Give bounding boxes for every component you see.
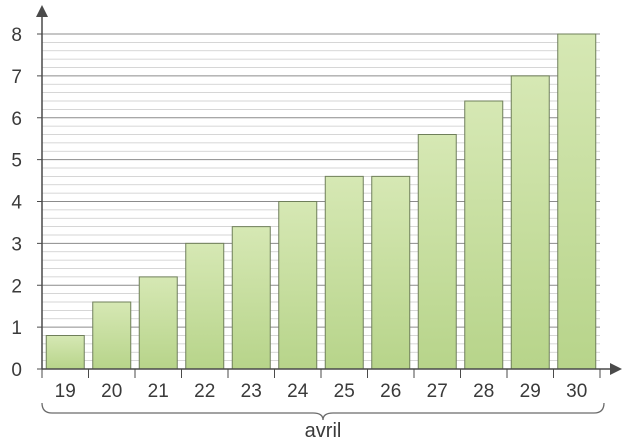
x-axis-label: avril	[305, 420, 342, 442]
x-tick-label: 28	[473, 381, 494, 402]
x-tick-labels: 19 20 21 22 23 24 25 26 27 28 29 30	[55, 381, 588, 402]
axes	[36, 5, 622, 375]
y-tick-label: 0	[11, 360, 22, 381]
x-axis-arrow-icon	[610, 363, 622, 375]
bar-27	[417, 134, 457, 370]
x-tick-label: 22	[194, 381, 215, 402]
y-tick-label: 5	[11, 151, 22, 172]
x-tick-label: 25	[334, 381, 355, 402]
grid-lines	[37, 33, 601, 378]
bar-24	[278, 201, 318, 370]
category-brace	[41, 402, 605, 421]
bar-21	[138, 276, 178, 370]
x-tick-label: 21	[148, 381, 169, 402]
bar-28	[464, 100, 504, 370]
bar-29	[510, 75, 550, 370]
bar-19	[45, 335, 85, 370]
y-tick-label: 4	[11, 193, 22, 214]
x-tick-label: 24	[287, 381, 309, 402]
bar-30	[557, 33, 597, 370]
x-tick-label: 29	[520, 381, 541, 402]
x-tick-label: 30	[566, 381, 587, 402]
x-tick-label: 23	[241, 381, 262, 402]
bar-26	[371, 175, 411, 370]
x-tick-label: 26	[380, 381, 401, 402]
y-tick-label: 1	[11, 318, 22, 339]
x-tick-label: 27	[427, 381, 448, 402]
x-tick-label: 19	[55, 381, 76, 402]
bars-group	[45, 33, 597, 370]
bar-22	[185, 242, 225, 370]
y-axis-arrow-icon	[36, 5, 48, 17]
y-tick-label: 7	[11, 67, 22, 88]
bar-23	[231, 226, 271, 370]
bar-20	[92, 301, 132, 370]
y-tick-label: 3	[11, 234, 22, 255]
x-tick-label: 20	[101, 381, 122, 402]
y-tick-labels: 0 1 2 3 4 5 6 7 8	[11, 25, 22, 381]
y-tick-label: 2	[11, 276, 22, 297]
y-tick-label: 6	[11, 109, 22, 130]
bar-25	[324, 175, 364, 370]
y-tick-label: 8	[11, 25, 22, 46]
